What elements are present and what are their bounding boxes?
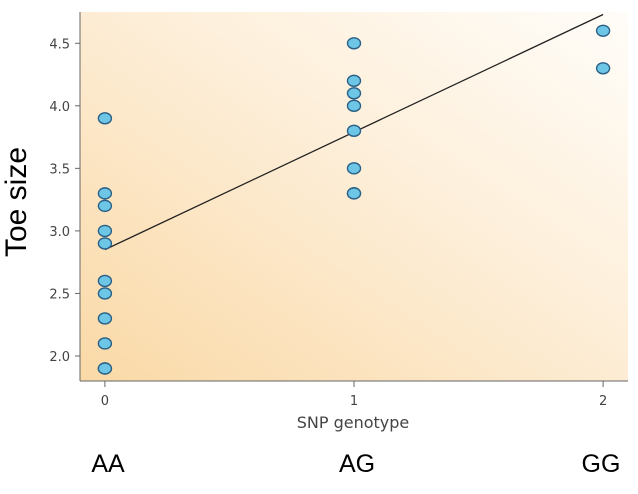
y-tick-label: 2.5 (49, 287, 70, 302)
data-point (97, 274, 113, 288)
data-point (346, 37, 362, 50)
data-point (97, 112, 113, 125)
x-tick-label: 0 (101, 394, 109, 409)
y-tick-label: 3.5 (49, 162, 70, 177)
points-layer (97, 24, 611, 375)
data-point (346, 162, 362, 175)
genotype-label-gg: GG (581, 450, 621, 478)
data-point (346, 99, 362, 113)
data-point (97, 287, 113, 300)
data-point (97, 237, 113, 250)
chart: 2.0 2.5 3.0 3.5 4.0 4.5 0 1 2 SNP genotype Toe s… (0, 12, 628, 432)
axes: 2.0 2.5 3.0 3.5 4.0 4.5 0 1 2 (49, 12, 628, 409)
data-point (97, 362, 113, 375)
y-tick-label: 4.5 (49, 37, 70, 52)
y-tick-label: 4.0 (49, 100, 70, 115)
data-point (346, 187, 362, 200)
data-point (595, 62, 611, 75)
y-tick-label: 3.0 (49, 225, 70, 240)
y-tick-label: 2.0 (49, 350, 70, 365)
data-point (346, 74, 362, 87)
x-tick-label: 1 (350, 394, 358, 409)
genotype-label-ag: AG (338, 450, 376, 478)
data-point (595, 24, 611, 37)
data-point (346, 124, 362, 138)
data-point (97, 187, 113, 200)
x-tick-label: 2 (599, 394, 607, 409)
data-point (97, 337, 113, 350)
data-point (346, 87, 362, 100)
genotype-label-aa: AA (91, 450, 125, 478)
y-axis-title: Toe size (0, 147, 33, 257)
data-point (97, 224, 113, 238)
data-point (97, 312, 113, 325)
x-axis-title: SNP genotype (297, 413, 410, 432)
data-point (97, 199, 113, 213)
